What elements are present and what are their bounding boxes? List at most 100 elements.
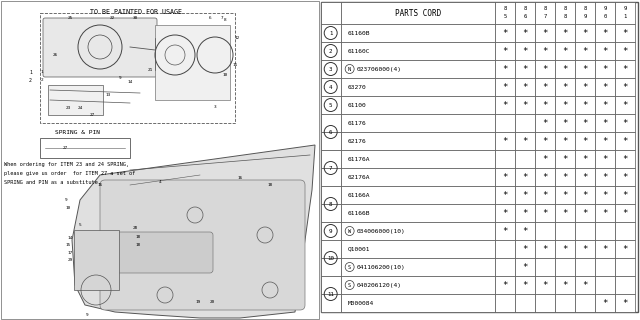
Text: *: * — [543, 101, 548, 110]
FancyBboxPatch shape — [43, 18, 157, 77]
Text: *: * — [543, 245, 548, 254]
Text: 2: 2 — [41, 78, 44, 82]
Bar — [321, 150, 340, 168]
Bar — [575, 186, 595, 204]
Bar — [340, 2, 495, 24]
Bar — [535, 258, 555, 276]
Bar — [555, 78, 575, 96]
Bar — [595, 222, 615, 240]
Text: 30: 30 — [132, 16, 138, 20]
Text: *: * — [602, 299, 608, 308]
Bar — [555, 2, 575, 24]
Bar — [535, 78, 555, 96]
Bar — [555, 186, 575, 204]
Text: *: * — [582, 155, 588, 164]
Text: *: * — [622, 29, 628, 38]
Text: *: * — [582, 47, 588, 56]
Text: *: * — [502, 227, 508, 236]
Bar — [575, 240, 595, 258]
Bar — [575, 294, 595, 312]
Text: *: * — [563, 245, 568, 254]
Bar — [575, 204, 595, 222]
Bar — [575, 258, 595, 276]
Bar — [321, 240, 340, 258]
Text: 11: 11 — [327, 292, 334, 297]
Bar — [321, 204, 340, 222]
Text: 62176A: 62176A — [348, 175, 370, 180]
Text: 5: 5 — [79, 223, 81, 227]
Bar — [340, 258, 495, 276]
Text: *: * — [523, 263, 528, 272]
Bar — [595, 96, 615, 114]
Text: 2: 2 — [329, 49, 332, 54]
Text: *: * — [523, 29, 528, 38]
Bar — [340, 78, 495, 96]
Text: 12: 12 — [234, 36, 239, 40]
Text: When ordering for ITEM 23 and 24 SPRING,: When ordering for ITEM 23 and 24 SPRING, — [4, 162, 129, 167]
Text: *: * — [543, 83, 548, 92]
Text: 9: 9 — [584, 13, 587, 19]
Text: *: * — [602, 173, 608, 182]
Text: *: * — [502, 209, 508, 218]
Text: *: * — [502, 29, 508, 38]
Bar — [595, 24, 615, 42]
Text: *: * — [602, 83, 608, 92]
Bar — [535, 2, 555, 24]
Text: *: * — [563, 137, 568, 146]
Text: *: * — [563, 155, 568, 164]
Bar — [595, 114, 615, 132]
Text: 19: 19 — [195, 300, 200, 304]
Text: 8: 8 — [584, 5, 587, 11]
Text: *: * — [502, 281, 508, 290]
Bar — [615, 222, 635, 240]
Text: *: * — [622, 137, 628, 146]
Bar — [321, 24, 340, 42]
Text: *: * — [582, 245, 588, 254]
Bar — [535, 204, 555, 222]
Bar — [495, 240, 515, 258]
Text: *: * — [543, 281, 548, 290]
Text: PARTS CORD: PARTS CORD — [395, 9, 441, 18]
Bar — [575, 96, 595, 114]
Bar — [340, 60, 495, 78]
Text: 9: 9 — [86, 313, 88, 317]
Bar — [615, 96, 635, 114]
Bar — [535, 24, 555, 42]
Bar — [615, 24, 635, 42]
FancyBboxPatch shape — [100, 180, 305, 310]
Bar — [495, 60, 515, 78]
Text: 16: 16 — [237, 176, 243, 180]
Bar — [615, 294, 635, 312]
Text: *: * — [602, 245, 608, 254]
Text: *: * — [602, 47, 608, 56]
Text: 8: 8 — [564, 5, 567, 11]
Bar — [155, 25, 230, 100]
Bar — [595, 294, 615, 312]
Bar — [595, 2, 615, 24]
Bar — [615, 2, 635, 24]
Bar — [340, 276, 495, 294]
Bar — [615, 204, 635, 222]
Bar — [555, 96, 575, 114]
Bar — [555, 60, 575, 78]
Bar — [515, 258, 535, 276]
Bar — [595, 258, 615, 276]
Bar — [555, 276, 575, 294]
Text: S: S — [348, 283, 351, 288]
Text: *: * — [523, 173, 528, 182]
Text: *: * — [563, 47, 568, 56]
Text: W: W — [348, 229, 351, 234]
Text: *: * — [523, 83, 528, 92]
Bar — [595, 240, 615, 258]
Text: *: * — [582, 65, 588, 74]
Text: *: * — [543, 173, 548, 182]
Bar — [575, 60, 595, 78]
Bar — [321, 294, 340, 312]
Bar — [575, 114, 595, 132]
Text: 8: 8 — [329, 202, 332, 207]
Text: *: * — [582, 173, 588, 182]
Text: *: * — [502, 65, 508, 74]
Text: 9: 9 — [623, 5, 627, 11]
Text: 61166A: 61166A — [348, 193, 370, 198]
Text: *: * — [622, 155, 628, 164]
